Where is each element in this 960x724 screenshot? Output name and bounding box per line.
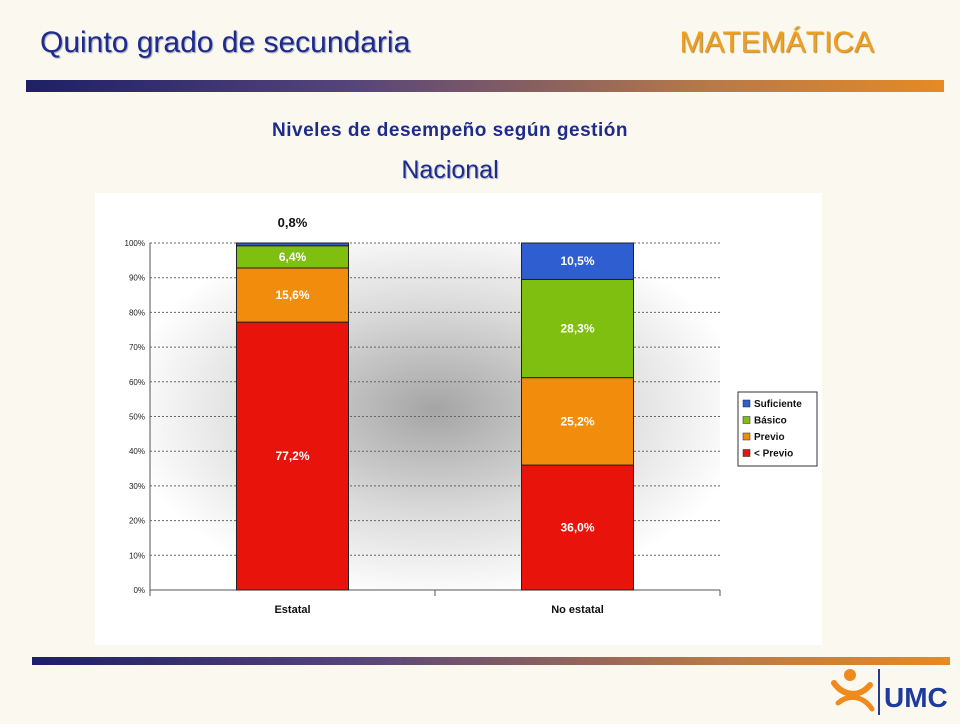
y-tick-label: 100%: [125, 239, 145, 248]
legend-swatch: [742, 416, 751, 424]
y-tick-label: 60%: [129, 378, 145, 387]
stacked-bar-chart: 0% 10% 20% 30% 40% 50% 60% 70% 80% 90% 100% 77,2% 1…: [95, 193, 822, 645]
chart-title: Niveles de desempeño según gestión: [272, 120, 628, 141]
data-label: 36,0%: [560, 521, 594, 535]
data-label: 10,5%: [560, 254, 594, 268]
chart-area: 0% 10% 20% 30% 40% 50% 60% 70% 80% 90% 100% 77,2% 1…: [95, 193, 822, 645]
bar-segment: [521, 464, 634, 591]
legend-label: Suficiente: [754, 399, 802, 410]
page-title: Quinto grado de secundaria: [40, 26, 411, 59]
data-label: 28,3%: [560, 322, 594, 336]
bar-segment: [521, 377, 634, 466]
y-tick-label: 80%: [129, 308, 145, 317]
umc-logo: UMC: [830, 663, 950, 719]
top-divider: [26, 80, 944, 92]
y-tick-label: 10%: [129, 551, 145, 560]
legend-swatch: [742, 432, 751, 441]
chart-subtitle: Nacional: [401, 156, 499, 184]
y-tick-label: 40%: [129, 447, 145, 456]
y-tick-label: 30%: [129, 482, 145, 491]
data-label: 0,8%: [278, 215, 308, 230]
category-label: No estatal: [551, 604, 604, 616]
legend-swatch: [742, 449, 751, 457]
legend-label: Básico: [754, 416, 787, 427]
legend-label: < Previo: [754, 449, 793, 460]
y-tick-label: 20%: [129, 517, 145, 526]
legend-swatch: [742, 399, 751, 408]
y-tick-label: 50%: [129, 413, 145, 422]
data-label: 6,4%: [279, 250, 307, 264]
y-tick-label: 0%: [133, 586, 145, 595]
bar-segment: [521, 278, 634, 379]
data-label: 77,2%: [275, 449, 309, 463]
bar-segment: [236, 267, 349, 323]
person-swoosh-icon: [831, 669, 875, 712]
y-tick-label: 90%: [129, 274, 145, 283]
bar-segment: [521, 242, 634, 280]
subject-title: MATEMÁTICA: [679, 26, 874, 59]
bar-segment: [236, 321, 349, 591]
y-tick-label: 70%: [129, 343, 145, 352]
bar-segment: [236, 242, 349, 247]
category-label: Estatal: [274, 604, 310, 616]
data-label: 25,2%: [560, 414, 594, 428]
data-label: 15,6%: [275, 288, 309, 302]
bottom-divider: [32, 657, 950, 665]
logo-text: UMC: [884, 682, 948, 713]
legend-box: [737, 391, 818, 467]
legend-label: Previo: [754, 432, 785, 443]
